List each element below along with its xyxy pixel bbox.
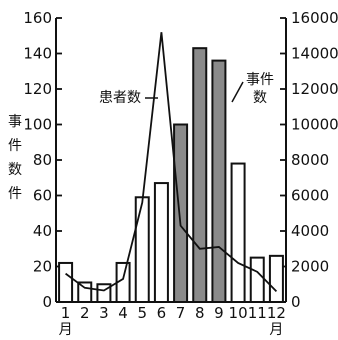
left-axis-title-char: 事 [8,114,22,130]
x-tick-label: 1 [61,304,71,322]
patient-line [65,32,278,292]
month-suffix-right: 月 [269,322,283,338]
bar-8 [192,47,208,303]
bar-6 [153,182,169,303]
bar-9 [211,59,227,303]
x-tick-label: 2 [80,304,90,322]
left-y-tick-label: 100 [23,116,52,134]
x-tick-label: 3 [99,304,109,322]
left-y-tick-label: 0 [42,293,52,311]
left-y-tick-label: 20 [33,258,52,276]
left-y-tick-label: 120 [23,80,52,98]
bar-12 [268,254,284,304]
x-tick-label: 9 [214,304,224,322]
right-y-tick-label: 2000 [291,258,329,276]
x-tick-label: 6 [157,304,167,322]
bar-7 [173,123,189,303]
incident-series-label: 数 [253,90,267,106]
bar-1 [58,261,74,304]
incident-series-label: 事件 [246,72,274,88]
right-y-tick-label: 16000 [291,9,338,27]
x-tick-label: 7 [176,304,186,322]
x-tick-label: 4 [118,304,128,322]
x-tick-label: 8 [195,304,205,322]
left-axis-title-char: 件 [8,138,22,154]
left-y-tick-label: 40 [33,222,52,240]
right-y-tick-label: 14000 [291,45,338,63]
left-axis-title-char: 件 [8,186,22,202]
right-y-tick-label: 10000 [291,116,338,134]
left-y-tick-label: 140 [23,45,52,63]
patient-series-label: 患者数 [99,90,141,106]
left-axis-title-char: 数 [8,162,22,178]
left-y-tick-label: 160 [23,9,52,27]
x-tick-label: 11 [248,304,267,322]
right-y-tick-label: 12000 [291,80,338,98]
x-tick-label: 12 [267,304,286,322]
month-suffix-left: 月 [59,322,73,338]
left-y-tick-label: 80 [33,151,52,169]
bar-5 [134,196,150,303]
left-y-tick-label: 60 [33,187,52,205]
bar-10 [230,162,246,303]
x-tick-label: 5 [137,304,147,322]
right-y-tick-label: 8000 [291,151,329,169]
right-y-tick-label: 4000 [291,222,329,240]
right-y-tick-label: 6000 [291,187,329,205]
incident-label-leader [231,81,244,103]
right-y-tick-label: 0 [291,293,301,311]
bar-11 [249,256,265,303]
x-tick-label: 10 [229,304,248,322]
